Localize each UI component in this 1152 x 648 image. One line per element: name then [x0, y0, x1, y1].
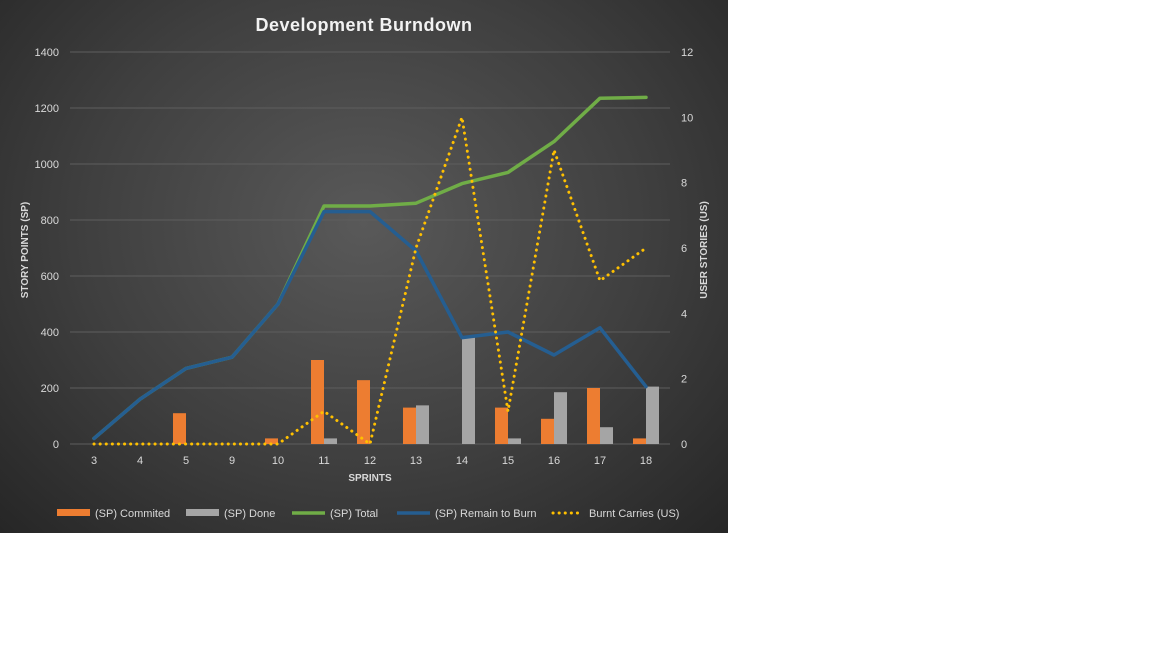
y-axis-title: STORY POINTS (SP) — [20, 202, 31, 299]
bar-sp-commited — [311, 360, 324, 444]
chart-title: Development Burndown — [255, 15, 472, 35]
y2-tick-label: 10 — [681, 112, 693, 124]
legend-sp-commited-swatch — [57, 509, 90, 516]
x-tick-label: 12 — [364, 455, 376, 467]
y2-tick-label: 8 — [681, 178, 687, 190]
y-tick-label: 1000 — [35, 159, 59, 171]
lines — [92, 95, 648, 446]
x-tick-label: 15 — [502, 455, 514, 467]
y2-tick-label: 0 — [681, 439, 687, 451]
y2-tick-label: 6 — [681, 243, 687, 255]
bar-sp-commited — [495, 407, 508, 444]
bar-sp-commited — [403, 407, 416, 444]
y-tick-label: 400 — [41, 327, 59, 339]
x-tick-label: 16 — [548, 455, 560, 467]
y-tick-label: 0 — [53, 439, 59, 451]
x-tick-label: 5 — [183, 455, 189, 467]
line-sp-remain-to-burn — [92, 209, 648, 441]
x-tick-label: 9 — [229, 455, 235, 467]
legend-sp-commited-label: (SP) Commited — [95, 508, 170, 520]
x-tick-label: 17 — [594, 455, 606, 467]
chart-panel: Development Burndown 0 200 400 600 800 1000 12… — [0, 0, 728, 533]
legend-sp-done-label: (SP) Done — [224, 508, 275, 520]
bar-sp-commited — [173, 413, 186, 444]
legend: (SP) Commited (SP) Done (SP) Total (SP) Rem… — [57, 508, 679, 520]
y-tick-label: 800 — [41, 215, 59, 227]
y2-tick-label: 12 — [681, 47, 693, 59]
bar-sp-commited — [633, 438, 646, 444]
legend-sp-total-label: (SP) Total — [330, 508, 378, 520]
bar-sp-commited — [265, 438, 278, 444]
line-burnt-carries-us — [92, 115, 648, 446]
x-axis-ticks: 3 4 5 9 10 11 12 13 14 15 16 17 18 — [91, 455, 652, 467]
bar-sp-commited — [357, 380, 370, 444]
bar-sp-done — [324, 438, 337, 444]
legend-sp-done-swatch — [186, 509, 219, 516]
x-tick-label: 4 — [137, 455, 143, 467]
legend-burnt-carries-us-label: Burnt Carries (US) — [589, 508, 679, 520]
bar-sp-commited — [541, 418, 554, 444]
bar-sp-done — [554, 392, 567, 444]
bar-sp-done — [462, 337, 475, 444]
x-tick-label: 13 — [410, 455, 422, 467]
bar-sp-done — [646, 386, 659, 444]
x-tick-label: 3 — [91, 455, 97, 467]
x-tick-label: 14 — [456, 455, 468, 467]
gridlines — [70, 51, 670, 445]
legend-sp-remain-to-burn-label: (SP) Remain to Burn — [435, 508, 536, 520]
bar-sp-done — [416, 405, 429, 444]
y2-tick-label: 4 — [681, 308, 687, 320]
left-axis-ticks: 0 200 400 600 800 1000 1200 1400 — [35, 47, 59, 451]
chart-svg: Development Burndown 0 200 400 600 800 1000 12… — [20, 15, 710, 520]
y-tick-label: 200 — [41, 383, 59, 395]
bar-sp-done — [600, 427, 613, 444]
y-tick-label: 1200 — [35, 103, 59, 115]
y-tick-label: 600 — [41, 271, 59, 283]
bar-sp-commited — [587, 388, 600, 444]
y2-axis-title: USER STORIES (US) — [699, 201, 710, 299]
x-tick-label: 18 — [640, 455, 652, 467]
x-tick-label: 11 — [318, 455, 329, 467]
x-axis-title: SPRINTS — [348, 473, 392, 484]
y2-tick-label: 2 — [681, 374, 687, 386]
bars — [173, 337, 659, 444]
x-tick-label: 10 — [272, 455, 284, 467]
bar-sp-done — [508, 438, 521, 444]
y-tick-label: 1400 — [35, 47, 59, 59]
right-axis-ticks: 0 2 4 6 8 10 12 — [681, 47, 693, 451]
